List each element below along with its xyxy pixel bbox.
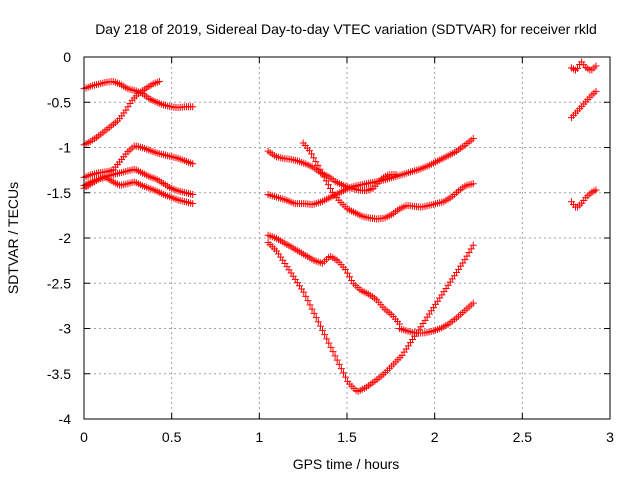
data-point [341, 266, 349, 274]
data-point [592, 87, 600, 95]
data-point [333, 356, 341, 364]
data-point [463, 252, 471, 260]
data-point [320, 173, 328, 181]
y-tick-label: -4 [59, 411, 72, 427]
y-tick-label: 0 [63, 49, 71, 65]
data-point [308, 305, 316, 313]
x-tick-label: 2 [431, 429, 439, 445]
data-point [339, 369, 347, 377]
data-point [343, 269, 351, 277]
data-point [337, 365, 345, 373]
y-tick-label: -1.5 [47, 185, 71, 201]
data-point [469, 299, 477, 307]
data-point [322, 177, 330, 185]
y-tick-label: -0.5 [47, 94, 71, 110]
y-tick-label: -3 [59, 321, 72, 337]
data-point [324, 181, 332, 189]
x-tick-label: 0 [80, 429, 88, 445]
data-point [335, 360, 343, 368]
data-point [321, 331, 329, 339]
plot-frame [83, 56, 611, 420]
axis-ticks: 0 0.5 1 1.5 2 2.5 3 0 -0.5 -1 -1.5 -2 -2.5 -3 -3.5 -4 [47, 49, 614, 445]
data-point [312, 314, 320, 322]
data-point [469, 134, 477, 142]
data-point [469, 241, 477, 249]
data-point [318, 169, 326, 177]
data-point [316, 322, 324, 330]
data-point [319, 326, 327, 334]
data-point [469, 180, 477, 188]
data-point [325, 339, 333, 347]
data-point [342, 373, 350, 381]
y-axis-label: SDTVAR / TECUs [5, 182, 21, 294]
data-point [327, 343, 335, 351]
data-point [189, 103, 197, 111]
data-point [465, 248, 473, 256]
y-tick-label: -3.5 [47, 366, 71, 382]
chart-title: Day 218 of 2019, Sidereal Day-to-day VTE… [95, 21, 597, 37]
data-point [331, 352, 339, 360]
data-point [467, 245, 475, 253]
y-tick-label: -2 [59, 230, 72, 246]
data-point [189, 160, 197, 168]
y-tick-label: -1 [59, 140, 72, 156]
data-point [461, 256, 469, 264]
data-point [326, 185, 334, 193]
x-tick-label: 2.5 [513, 429, 533, 445]
grid [84, 57, 610, 419]
data-point [323, 335, 331, 343]
data-point [310, 154, 318, 162]
data-points [80, 58, 600, 395]
x-tick-label: 3 [606, 429, 614, 445]
data-point [312, 158, 320, 166]
data-point [304, 297, 312, 305]
x-tick-label: 1.5 [337, 429, 357, 445]
data-point [300, 288, 308, 296]
x-axis-label: GPS time / hours [293, 456, 400, 472]
data-point [189, 200, 197, 208]
x-tick-label: 0.5 [162, 429, 182, 445]
data-point [314, 318, 322, 326]
data-point [329, 348, 337, 356]
y-tick-label: -2.5 [47, 275, 71, 291]
data-point [310, 309, 318, 317]
data-point [574, 64, 582, 72]
data-point [302, 292, 310, 300]
data-point [346, 273, 354, 281]
data-point [189, 191, 197, 199]
x-tick-label: 1 [255, 429, 263, 445]
data-point [592, 186, 600, 194]
data-point [314, 161, 322, 169]
data-point [316, 165, 324, 173]
data-point [592, 62, 600, 70]
data-point [308, 150, 316, 158]
data-point [155, 77, 163, 85]
data-point [306, 301, 314, 309]
